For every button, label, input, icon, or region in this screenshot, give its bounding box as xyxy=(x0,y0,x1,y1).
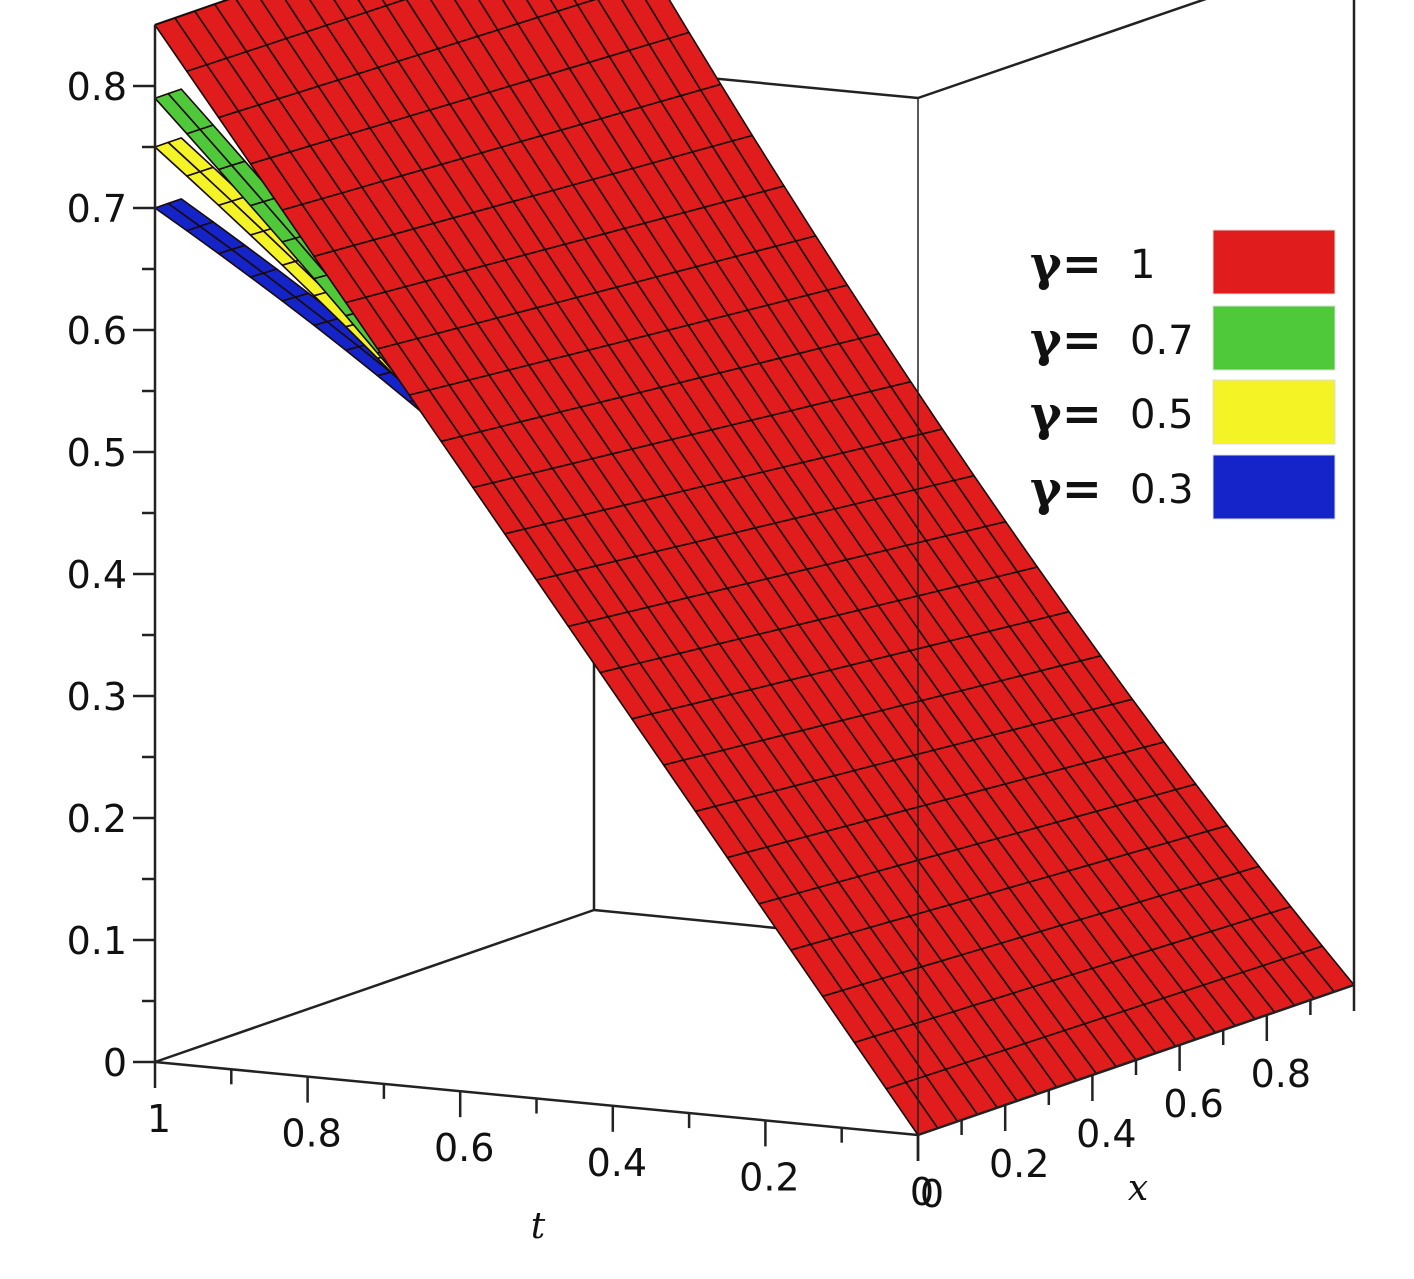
legend-symbol: γ= xyxy=(1030,461,1102,517)
legend-symbol: γ= xyxy=(1030,312,1102,368)
surface-cell xyxy=(501,0,539,25)
legend-item-0_3: γ= 0.3 xyxy=(1030,454,1336,520)
surface-cell xyxy=(621,0,670,46)
surface-cell xyxy=(405,0,459,50)
box-edge xyxy=(154,908,595,1064)
t-tick-label: 0.2 xyxy=(739,1155,799,1199)
surface-1 xyxy=(154,0,1355,1136)
legend-label: 0.3 xyxy=(1130,467,1194,513)
z-tick-label: 0 xyxy=(103,1041,127,1085)
x-tick-label: 0.4 xyxy=(1076,1112,1136,1156)
surface-cell xyxy=(357,0,388,13)
surface-cell xyxy=(525,0,559,19)
z-tick-label: 0.8 xyxy=(67,65,127,109)
legend-label: 1 xyxy=(1130,242,1155,288)
t-tick-label: 0 xyxy=(910,1170,934,1214)
surface-cell xyxy=(478,0,519,31)
x-tick-label: 0.6 xyxy=(1163,1082,1223,1126)
z-tick-label: 0.3 xyxy=(67,675,127,719)
x-tick-label: 0.2 xyxy=(989,1142,1049,1186)
z-tick-label: 0.2 xyxy=(67,797,127,841)
t-axis: 1 0.8 0.6 0.4 0.2 0 xyxy=(147,1062,934,1214)
box-edge xyxy=(917,0,1207,100)
surface-cell xyxy=(284,0,328,33)
t-tick-label: 0.8 xyxy=(281,1112,341,1156)
z-tick-label: 0.7 xyxy=(67,187,127,231)
surface-cell xyxy=(167,88,214,131)
surface-cell xyxy=(430,0,479,44)
legend-label: 0.5 xyxy=(1130,392,1194,438)
x-tick-label: 0 xyxy=(920,1172,944,1216)
legend: γ= 1 γ= 0.7 γ= 0.5 γ= 0.3 xyxy=(1030,229,1336,520)
legend-item-1: γ= 1 xyxy=(1030,229,1336,295)
surface-cell xyxy=(214,0,268,53)
legend-swatch xyxy=(1212,305,1336,371)
legend-swatch xyxy=(1212,229,1336,295)
surface-cell xyxy=(167,137,214,173)
surface-cell xyxy=(454,0,499,38)
z-axis: 0 0.1 0.2 0.3 0.4 0.5 0.6 0.7 0.8 xyxy=(67,65,155,1085)
surfaces-group xyxy=(154,0,1355,1136)
x-tick-label: 0.8 xyxy=(1251,1052,1311,1096)
surface-cell xyxy=(576,0,631,58)
t-tick-label: 0.6 xyxy=(434,1126,494,1170)
legend-symbol: γ= xyxy=(1030,236,1102,292)
x-axis-title: x xyxy=(1128,1168,1148,1209)
t-axis-title: t xyxy=(531,1206,546,1247)
z-tick-label: 0.4 xyxy=(67,553,127,597)
t-tick-label: 1 xyxy=(147,1097,171,1141)
legend-swatch xyxy=(1212,379,1336,445)
surface-cell xyxy=(573,0,597,6)
z-tick-label: 0.5 xyxy=(67,431,127,475)
surface-cell xyxy=(381,0,406,7)
legend-symbol: γ= xyxy=(1030,386,1102,442)
legend-item-0_7: γ= 0.7 xyxy=(1030,305,1336,371)
z-tick-label: 0.6 xyxy=(67,309,127,353)
surface-cell xyxy=(597,0,650,52)
surface-cell xyxy=(549,0,579,12)
z-tick-label: 0.1 xyxy=(67,919,127,963)
surface-cell xyxy=(385,0,439,56)
x-axis: 0.8 0.6 0.4 0.2 0 xyxy=(916,985,1356,1216)
surface-cell xyxy=(260,0,308,40)
t-tick-label: 0.4 xyxy=(587,1141,647,1185)
surface-cell xyxy=(235,0,288,46)
surface-cell xyxy=(167,198,214,228)
legend-swatch xyxy=(1212,454,1336,520)
surface-cell xyxy=(333,0,368,20)
legend-item-0_5: γ= 0.5 xyxy=(1030,379,1336,445)
surface-cell xyxy=(308,0,348,27)
legend-label: 0.7 xyxy=(1130,318,1194,364)
surface-cell xyxy=(644,0,690,40)
